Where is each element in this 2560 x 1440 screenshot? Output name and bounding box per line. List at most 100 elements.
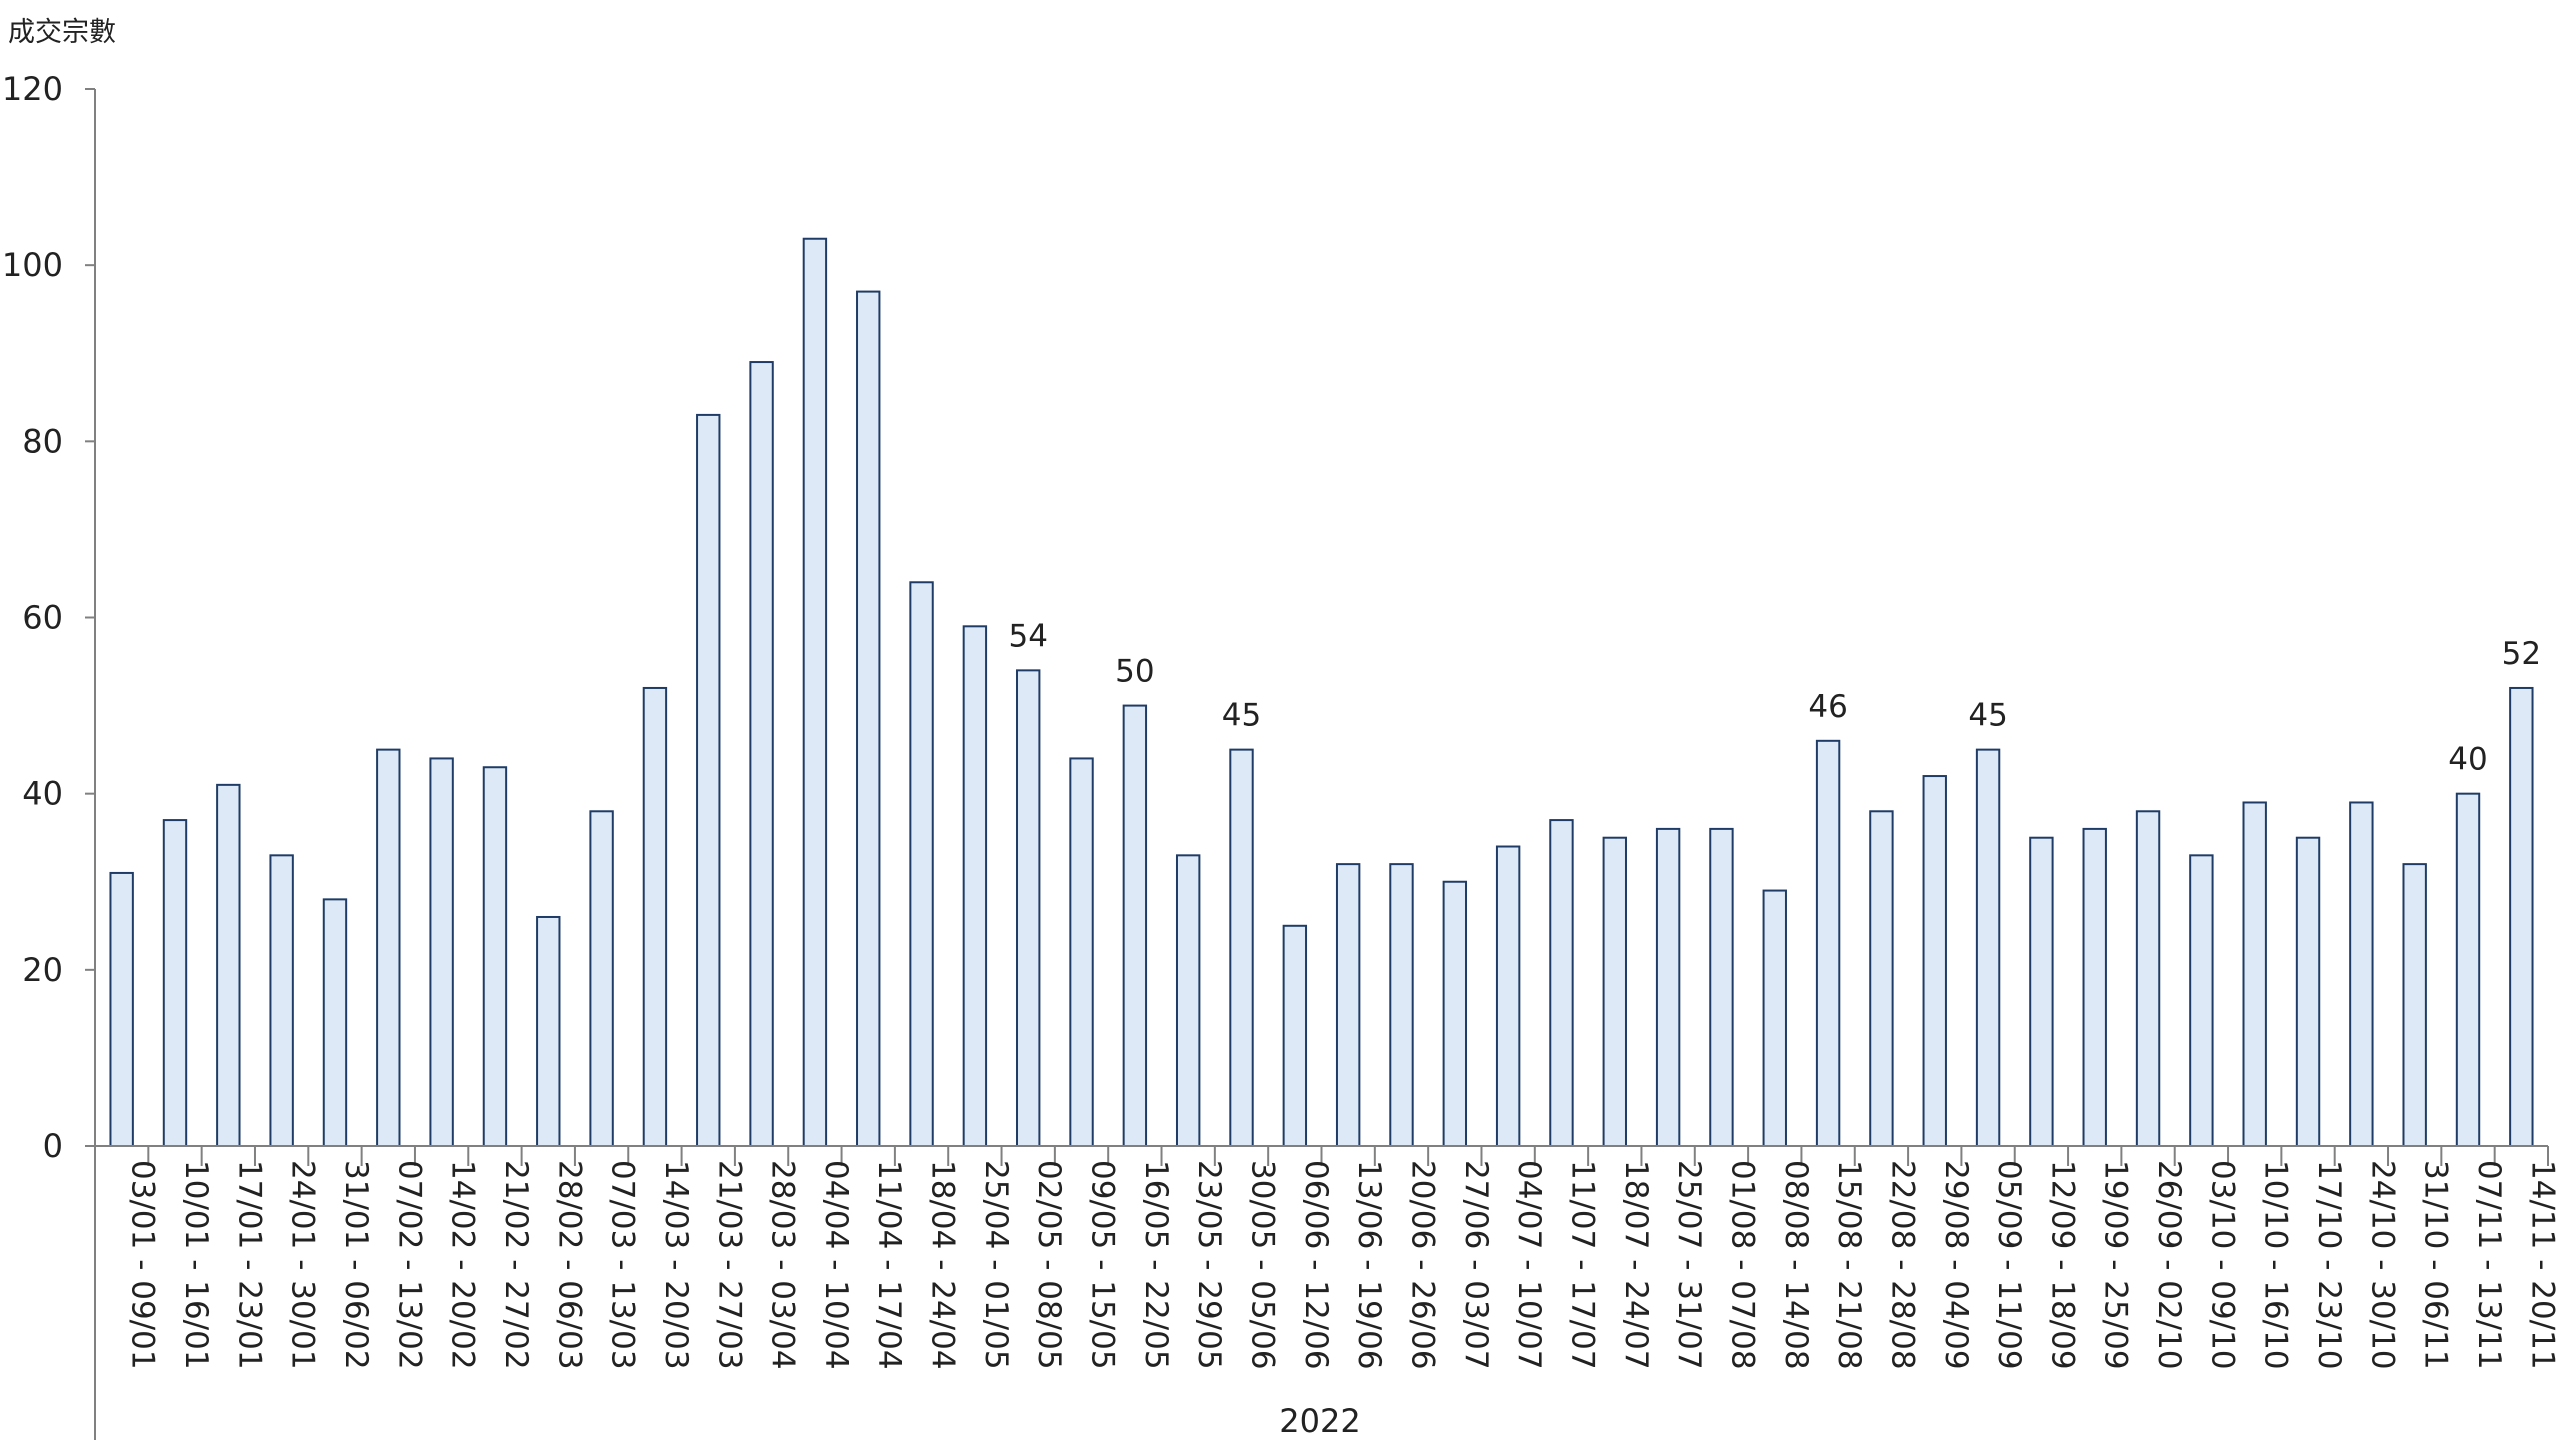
bars-group <box>109 237 2534 1148</box>
bar <box>1016 669 1041 1147</box>
x-tick-label: 27/06 - 03/07 <box>1458 1160 1494 1370</box>
x-tick-label: 11/04 - 17/04 <box>871 1160 907 1370</box>
x-tick-label: 25/04 - 01/05 <box>978 1160 1014 1370</box>
bar <box>749 361 774 1147</box>
bar <box>642 686 668 1147</box>
bar <box>216 783 241 1147</box>
x-tick-label: 15/08 - 21/08 <box>1831 1160 1867 1370</box>
x-tick-label: 08/08 - 14/08 <box>1778 1160 1814 1370</box>
x-tick-label: 30/05 - 05/06 <box>1245 1160 1281 1370</box>
x-tick-label: 11/07 - 17/07 <box>1564 1160 1600 1370</box>
data-label: 45 <box>1222 698 1261 734</box>
x-tick-label: 03/10 - 09/10 <box>2204 1160 2240 1370</box>
bar <box>2402 863 2427 1148</box>
x-tick-label: 21/02 - 27/02 <box>498 1160 534 1370</box>
x-tick-label: 20/06 - 26/06 <box>1404 1160 1440 1370</box>
bar <box>856 290 881 1147</box>
x-tick-label: 18/07 - 24/07 <box>1618 1160 1654 1370</box>
bar <box>536 915 561 1147</box>
x-tick-label: 19/09 - 25/09 <box>2098 1160 2134 1370</box>
bar <box>1122 704 1148 1147</box>
y-axis-title: 成交宗數 <box>8 17 116 48</box>
y-tick-label: 40 <box>22 775 63 813</box>
x-tick-label: 25/07 - 31/07 <box>1671 1160 1707 1370</box>
x-tick-label: 14/03 - 20/03 <box>658 1160 694 1370</box>
bar <box>2455 792 2481 1148</box>
bar <box>1282 924 1308 1148</box>
bar <box>1815 739 1841 1147</box>
x-tick-label: 18/04 - 24/04 <box>925 1160 961 1370</box>
bar <box>696 413 721 1147</box>
bar <box>1175 854 1201 1147</box>
bar <box>802 237 828 1148</box>
x-tick-label: 07/03 - 13/03 <box>605 1160 641 1370</box>
bar <box>429 757 454 1148</box>
data-label: 45 <box>1968 698 2007 734</box>
data-label: 52 <box>2502 636 2541 672</box>
bar <box>1655 827 1681 1148</box>
bar <box>909 581 934 1147</box>
bar <box>1069 757 1094 1148</box>
bar <box>1975 748 2001 1147</box>
x-tick-label: 29/08 - 04/09 <box>1938 1160 1974 1370</box>
data-label: 54 <box>1008 618 1047 654</box>
bar <box>269 854 294 1147</box>
bar <box>1709 827 1734 1148</box>
y-tick-label: 60 <box>22 599 63 637</box>
bar <box>1442 880 1468 1147</box>
x-tick-label: 04/04 - 10/04 <box>818 1160 854 1370</box>
bar <box>2349 801 2374 1147</box>
x-tick-label: 28/03 - 03/04 <box>765 1160 801 1370</box>
x-tick-label: 31/10 - 06/11 <box>2418 1160 2454 1370</box>
x-tick-label: 03/01 - 09/01 <box>125 1160 161 1370</box>
x-tick-label: 06/06 - 12/06 <box>1298 1160 1334 1370</box>
x-tick-label: 13/06 - 19/06 <box>1351 1160 1387 1370</box>
x-tick-label: 16/05 - 22/05 <box>1138 1160 1174 1370</box>
y-tick-label: 100 <box>2 246 63 284</box>
bar <box>1869 810 1894 1147</box>
bar <box>1229 748 1254 1147</box>
bar <box>376 748 401 1147</box>
bar <box>589 810 614 1147</box>
x-tick-label: 21/03 - 27/03 <box>711 1160 747 1370</box>
bar <box>322 898 348 1147</box>
y-tick-label: 0 <box>43 1127 63 1165</box>
y-tick-label: 20 <box>22 951 63 989</box>
bar <box>162 819 188 1147</box>
x-tick-label: 28/02 - 06/03 <box>551 1160 587 1370</box>
bar <box>1389 863 1414 1148</box>
bar <box>2509 686 2534 1147</box>
bar <box>2082 827 2107 1148</box>
x-tick-label: 05/09 - 11/09 <box>1991 1160 2027 1370</box>
bar <box>1922 775 1947 1147</box>
bar <box>2029 836 2054 1147</box>
x-tick-label: 02/05 - 08/05 <box>1031 1160 1067 1370</box>
x-tick-label: 14/11 - 20/11 <box>2524 1160 2560 1370</box>
x-tick-label: 24/10 - 30/10 <box>2364 1160 2400 1370</box>
x-axis: 03/01 - 09/01 10/01 - 16/01 17/01 - 23/01 2… <box>94 1145 2560 1370</box>
bar <box>2242 801 2267 1147</box>
y-tick-label: 120 <box>2 70 63 108</box>
x-axis-group-label: 2022 <box>1279 1402 1360 1440</box>
bar <box>1335 863 1361 1148</box>
data-labels-group: 54 50 45 46 45 40 52 <box>1008 618 2541 777</box>
x-tick-label: 07/11 - 13/11 <box>2471 1160 2507 1370</box>
x-tick-label: 01/08 - 07/08 <box>1724 1160 1760 1370</box>
bar <box>109 871 134 1147</box>
bar <box>1549 819 1574 1147</box>
data-label: 50 <box>1115 654 1154 690</box>
x-tick-label: 12/09 - 18/09 <box>2044 1160 2080 1370</box>
x-tick-label: 17/10 - 23/10 <box>2311 1160 2347 1370</box>
x-tick-label: 07/02 - 13/02 <box>391 1160 427 1370</box>
x-tick-label: 17/01 - 23/01 <box>231 1160 267 1370</box>
x-tick-label: 26/09 - 02/10 <box>2151 1160 2187 1370</box>
x-tick-label: 22/08 - 28/08 <box>1884 1160 1920 1370</box>
x-tick-label: 14/02 - 20/02 <box>445 1160 481 1370</box>
bar <box>2189 854 2214 1147</box>
data-label: 46 <box>1808 689 1847 725</box>
y-tick-label: 80 <box>22 422 63 460</box>
x-tick-label: 10/10 - 16/10 <box>2258 1160 2294 1370</box>
bar <box>1495 845 1521 1147</box>
x-tick-label: 10/01 - 16/01 <box>178 1160 214 1370</box>
